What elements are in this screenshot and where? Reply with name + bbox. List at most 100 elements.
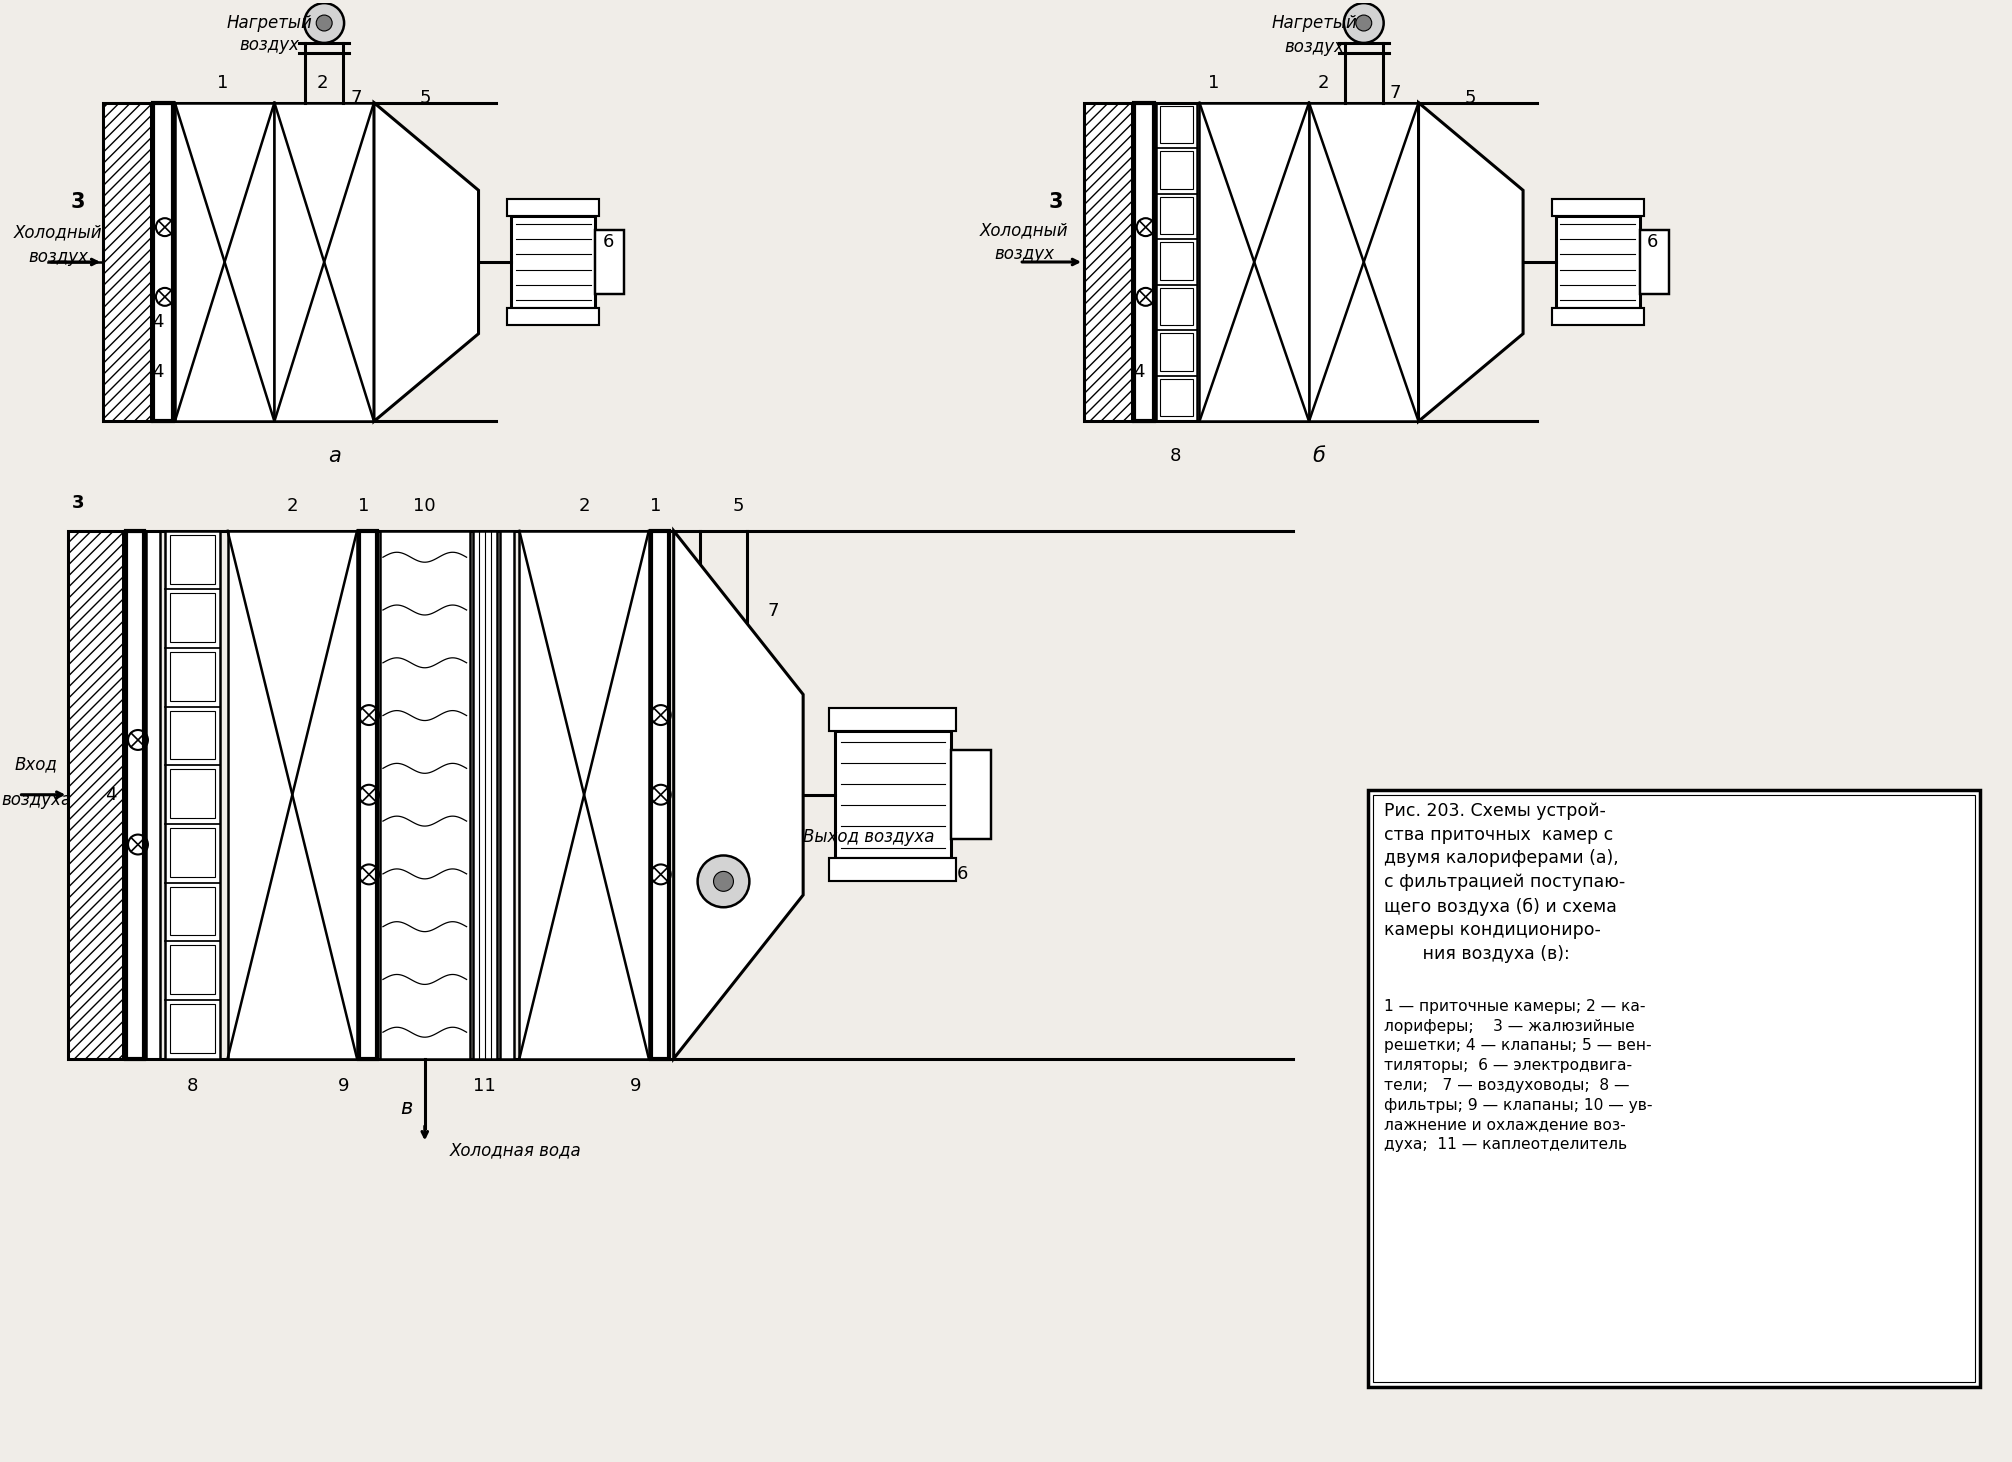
Text: 5: 5 [421,89,431,107]
Text: воздух: воздух [994,246,1054,263]
Bar [1084,102,1131,421]
Text: 11: 11 [473,1077,495,1095]
Bar [147,531,159,1058]
Text: Холодная вода: Холодная вода [449,1142,581,1159]
Bar [596,230,624,294]
Text: 4: 4 [105,785,117,804]
Bar [829,858,956,882]
Bar [169,711,215,759]
Text: 5: 5 [1465,89,1477,107]
Bar [1159,197,1193,234]
Text: 10: 10 [412,497,437,515]
Bar [153,102,173,421]
Text: Нагретый: Нагретый [227,15,312,32]
Circle shape [316,15,332,31]
Text: 6: 6 [602,232,614,251]
Bar [1555,216,1640,308]
Bar [829,708,956,731]
Text: 4: 4 [153,313,163,330]
Text: 1 — приточные камеры; 2 — ка-
лориферы;    3 — жалюзийные
решетки; 4 — клапаны; : 1 — приточные камеры; 2 — ка- лориферы; … [1384,999,1652,1152]
Text: а: а [328,446,340,466]
Text: 9: 9 [338,1077,350,1095]
Bar [169,946,215,994]
Text: 1: 1 [217,73,227,92]
Bar [1551,308,1644,325]
Bar [169,594,215,642]
Bar [1159,333,1193,371]
Bar [507,308,600,325]
Bar [169,652,215,700]
Text: 1: 1 [650,497,662,515]
Bar [103,102,151,421]
Bar [169,535,215,583]
Bar [1372,795,1976,1382]
Text: 7: 7 [350,89,362,107]
Bar [1159,105,1193,143]
Text: Холодный: Холодный [980,221,1068,240]
Circle shape [1356,15,1372,31]
Bar [835,731,950,858]
Text: 3: 3 [72,494,85,512]
Text: 6: 6 [958,866,968,883]
Bar [1133,102,1153,421]
Text: 2: 2 [286,497,298,515]
Circle shape [714,871,734,892]
Bar [169,769,215,819]
Bar [1640,230,1668,294]
Text: Рис. 203. Схемы устрой-
ства приточных  камер с
двумя калориферами (а),
с фильтр: Рис. 203. Схемы устрой- ства приточных к… [1384,801,1626,963]
Bar [1155,102,1197,421]
Text: 8: 8 [187,1077,199,1095]
Bar [227,531,356,1058]
Text: Холодный: Холодный [14,224,103,241]
Text: воздуха: воздуха [2,791,72,808]
Bar [1159,379,1193,417]
Bar [501,531,515,1058]
Bar [1551,199,1644,216]
Text: 3: 3 [70,192,85,212]
Text: Выход воздуха: Выход воздуха [803,827,936,845]
Bar [511,216,596,308]
Bar [165,531,219,1058]
Text: 9: 9 [630,1077,642,1095]
Bar [1199,102,1310,421]
Polygon shape [374,102,479,421]
Bar [1159,288,1193,326]
Bar [519,531,648,1058]
Polygon shape [674,531,803,1058]
Bar [127,531,145,1058]
Bar [169,886,215,936]
Text: воздух: воздух [28,249,89,266]
Bar [380,531,469,1058]
Bar [507,199,600,216]
Text: 6: 6 [1648,232,1658,251]
Text: б: б [1312,446,1326,466]
Bar [169,827,215,877]
Circle shape [304,3,344,42]
Bar [358,531,376,1058]
Text: Нагретый: Нагретый [1272,15,1356,32]
Circle shape [1344,3,1384,42]
Text: 4: 4 [153,363,163,380]
Bar [1159,243,1193,279]
Bar [950,750,992,839]
Text: 2: 2 [577,497,590,515]
Text: воздух: воздух [1284,38,1344,56]
Bar [68,531,123,1058]
Text: 8: 8 [1169,447,1181,465]
Bar [1159,151,1193,189]
Bar [650,531,668,1058]
Text: 2: 2 [316,73,328,92]
Text: 3: 3 [1048,192,1062,212]
Bar [175,102,274,421]
Bar [1310,102,1418,421]
Text: 7: 7 [767,601,779,620]
Text: 1: 1 [1207,73,1219,92]
Bar [473,531,497,1058]
Polygon shape [1418,102,1523,421]
Text: 4: 4 [1133,363,1145,380]
Text: 7: 7 [1390,83,1402,102]
Text: 1: 1 [358,497,370,515]
Text: 5: 5 [732,497,744,515]
Circle shape [698,855,748,908]
Text: воздух: воздух [239,37,300,54]
